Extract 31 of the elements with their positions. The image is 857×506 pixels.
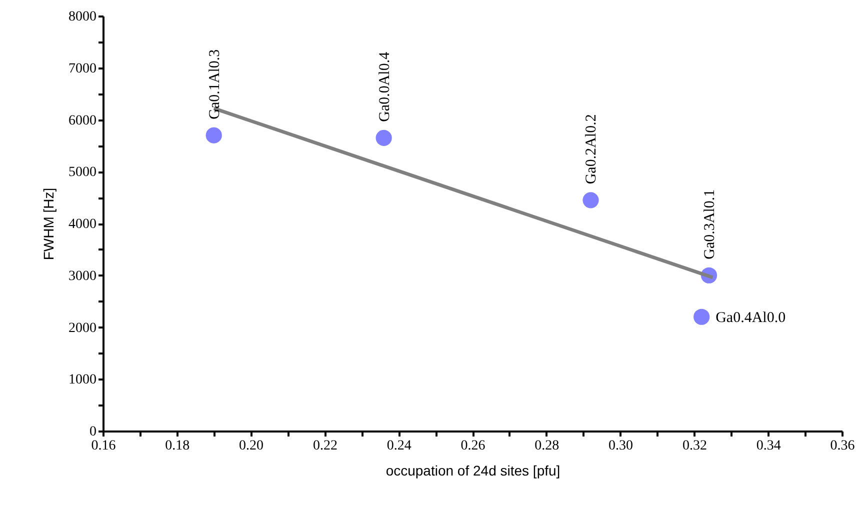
x-tick-label: 0.16 bbox=[91, 438, 116, 454]
point bbox=[582, 192, 599, 208]
x-tick-label: 0.24 bbox=[386, 438, 412, 454]
y-tick-label: 2000 bbox=[68, 320, 96, 336]
x-tick-label: 0.28 bbox=[534, 438, 560, 454]
x-axis-title: occupation of 24d sites [pfu] bbox=[386, 462, 560, 478]
y-tick-label: 5000 bbox=[68, 165, 96, 180]
x-tick-label: 0.26 bbox=[460, 438, 486, 454]
y-tick-label: 3000 bbox=[68, 268, 96, 284]
x-tick-label: 0.34 bbox=[756, 438, 781, 454]
y-tick-label: 4000 bbox=[68, 217, 96, 232]
x-tick-label: 0.32 bbox=[682, 438, 707, 454]
x-tick-label: 0.20 bbox=[239, 438, 264, 454]
annotation: Ga0.2Al0.2 bbox=[584, 114, 600, 184]
x-tick-label: 0.18 bbox=[165, 438, 190, 454]
y-tick-label: 7000 bbox=[68, 61, 96, 76]
y-tick-label: 0 bbox=[90, 424, 96, 440]
x-tick-label: 0.22 bbox=[312, 438, 338, 454]
x-tick-label: 0.30 bbox=[608, 438, 634, 454]
y-tick-label: 6000 bbox=[68, 113, 96, 128]
y-tick-label: 8000 bbox=[68, 10, 96, 24]
annotation: Ga0.4Al0.0 bbox=[716, 310, 786, 326]
point bbox=[694, 308, 710, 325]
point bbox=[376, 130, 392, 146]
x-tick-label: 0.36 bbox=[830, 438, 855, 454]
annotation: Ga0.3Al0.1 bbox=[702, 189, 718, 260]
annotation: Ga0.0Al0.4 bbox=[376, 51, 393, 122]
point bbox=[206, 127, 222, 144]
annotation: Ga0.1Al0.3 bbox=[206, 49, 223, 120]
y-axis-title: FWHM [Hz] bbox=[40, 188, 56, 260]
y-tick-label: 1000 bbox=[68, 372, 96, 388]
